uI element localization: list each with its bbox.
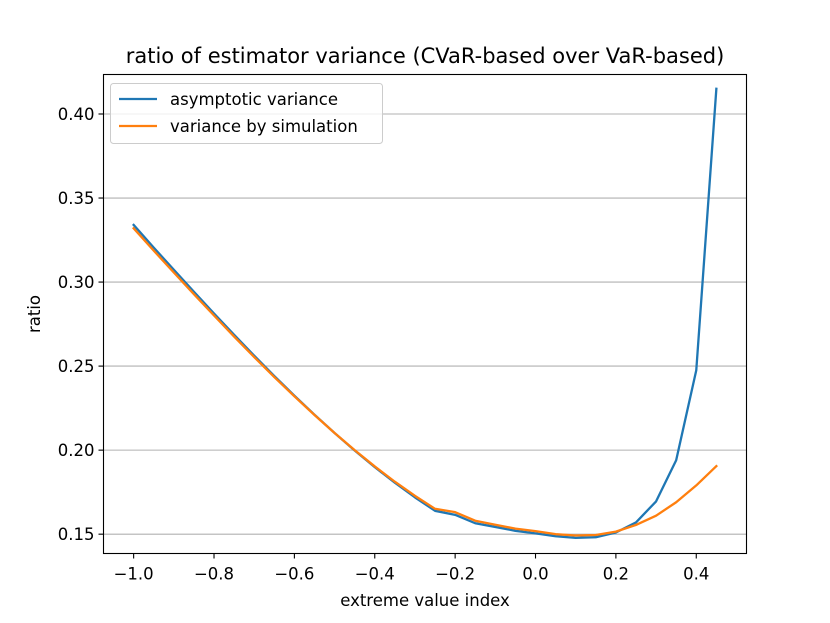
y-tick-label: 0.20 <box>58 441 95 460</box>
x-tick-label: −0.6 <box>274 565 314 584</box>
x-tick-label: −0.2 <box>435 565 475 584</box>
x-tick-label: −0.8 <box>194 565 234 584</box>
x-tick-label: 0.4 <box>683 565 709 584</box>
axis-ticks: 0.15 0.20 0.25 0.30 0.35 0.40 −1.0 −0.8 −0.6 −0.4… <box>58 105 710 584</box>
y-tick-label: 0.30 <box>58 273 95 292</box>
x-tick-label: 0.2 <box>603 565 629 584</box>
x-tick-label: −1.0 <box>114 565 154 584</box>
x-axis-label: extreme value index <box>340 591 510 610</box>
legend: asymptotic variance variance by simulati… <box>110 83 383 144</box>
y-tick-label: 0.35 <box>58 189 95 208</box>
x-tick-label: −0.4 <box>355 565 395 584</box>
legend-box <box>110 83 383 144</box>
y-tick-label: 0.25 <box>58 357 95 376</box>
series-line-variance-by-simulation <box>132 226 718 537</box>
y-tick-label: 0.15 <box>58 525 95 544</box>
gridlines <box>103 113 747 535</box>
legend-label-asymptotic-variance: asymptotic variance <box>170 90 338 109</box>
chart-title: ratio of estimator variance (CVaR-based … <box>126 44 725 68</box>
x-tick-label: 0.0 <box>522 565 548 584</box>
plot-frame <box>102 73 748 555</box>
y-axis-label: ratio <box>25 295 44 333</box>
series-lines <box>132 87 718 540</box>
y-tick-label: 0.40 <box>58 105 95 124</box>
legend-label-variance-by-simulation: variance by simulation <box>170 117 358 136</box>
